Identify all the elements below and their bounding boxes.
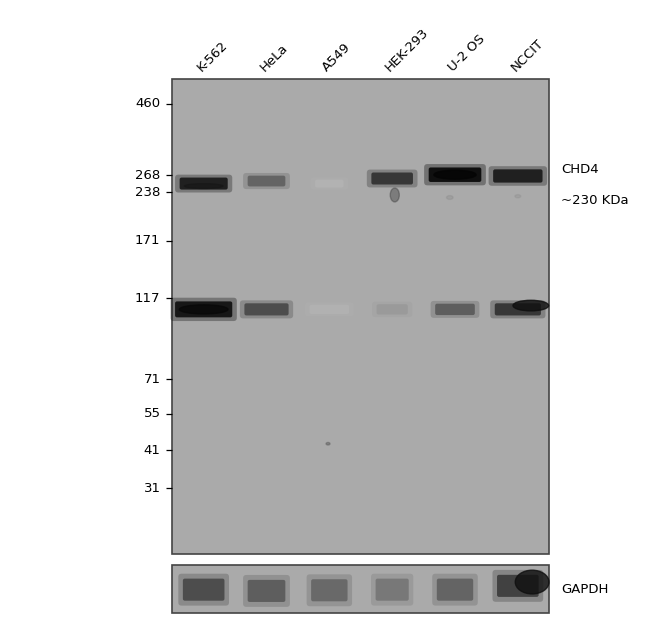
Bar <box>172 79 549 554</box>
FancyBboxPatch shape <box>248 175 285 187</box>
Text: CHD4: CHD4 <box>561 163 599 177</box>
Ellipse shape <box>390 188 399 202</box>
FancyBboxPatch shape <box>432 573 478 606</box>
FancyBboxPatch shape <box>311 579 348 601</box>
FancyBboxPatch shape <box>490 301 545 318</box>
FancyBboxPatch shape <box>311 177 348 190</box>
FancyBboxPatch shape <box>372 302 412 317</box>
FancyBboxPatch shape <box>175 175 232 192</box>
Ellipse shape <box>184 184 223 189</box>
FancyBboxPatch shape <box>436 304 474 315</box>
FancyBboxPatch shape <box>240 301 293 318</box>
FancyBboxPatch shape <box>179 177 227 190</box>
Text: 238: 238 <box>135 185 161 199</box>
FancyBboxPatch shape <box>248 580 285 602</box>
Text: HEK-293: HEK-293 <box>383 25 432 74</box>
FancyBboxPatch shape <box>178 573 229 606</box>
FancyBboxPatch shape <box>493 570 543 602</box>
FancyBboxPatch shape <box>367 170 417 187</box>
Text: HeLa: HeLa <box>257 41 290 74</box>
FancyBboxPatch shape <box>437 579 473 601</box>
FancyBboxPatch shape <box>183 579 224 601</box>
Ellipse shape <box>447 196 453 199</box>
FancyBboxPatch shape <box>309 305 349 314</box>
Ellipse shape <box>515 195 521 197</box>
FancyBboxPatch shape <box>429 168 481 182</box>
FancyBboxPatch shape <box>243 575 290 607</box>
Text: 41: 41 <box>144 444 161 457</box>
Text: K-562: K-562 <box>194 39 230 74</box>
Text: A549: A549 <box>320 41 354 74</box>
FancyBboxPatch shape <box>175 301 232 317</box>
Ellipse shape <box>434 170 476 179</box>
Text: 117: 117 <box>135 292 161 305</box>
FancyBboxPatch shape <box>424 164 486 185</box>
FancyBboxPatch shape <box>497 575 539 597</box>
Text: 55: 55 <box>144 407 161 420</box>
Ellipse shape <box>179 305 228 314</box>
FancyBboxPatch shape <box>305 303 354 316</box>
Text: 460: 460 <box>135 97 161 110</box>
Text: 268: 268 <box>135 168 161 182</box>
FancyBboxPatch shape <box>307 574 352 606</box>
Text: ~230 KDa: ~230 KDa <box>561 194 629 207</box>
FancyBboxPatch shape <box>430 301 479 318</box>
Bar <box>172 565 549 613</box>
Ellipse shape <box>513 300 549 311</box>
Ellipse shape <box>515 570 549 594</box>
Text: 171: 171 <box>135 234 161 247</box>
Ellipse shape <box>326 442 330 445</box>
Text: U-2 OS: U-2 OS <box>446 32 488 74</box>
FancyBboxPatch shape <box>371 573 413 606</box>
FancyBboxPatch shape <box>489 166 547 185</box>
Text: NCCIT: NCCIT <box>509 37 546 74</box>
FancyBboxPatch shape <box>376 304 408 315</box>
Text: 31: 31 <box>144 482 161 495</box>
FancyBboxPatch shape <box>244 303 289 315</box>
FancyBboxPatch shape <box>170 298 237 321</box>
Text: GAPDH: GAPDH <box>561 583 608 596</box>
FancyBboxPatch shape <box>315 180 344 187</box>
Text: 71: 71 <box>144 373 161 385</box>
FancyBboxPatch shape <box>495 303 541 315</box>
FancyBboxPatch shape <box>243 173 290 189</box>
FancyBboxPatch shape <box>376 579 409 601</box>
FancyBboxPatch shape <box>493 170 543 182</box>
FancyBboxPatch shape <box>371 172 413 185</box>
